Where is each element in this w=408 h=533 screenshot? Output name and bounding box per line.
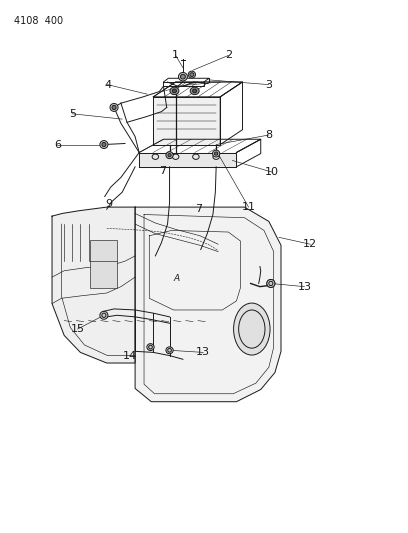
Ellipse shape xyxy=(180,74,185,79)
Text: 12: 12 xyxy=(303,239,317,249)
Bar xyxy=(90,240,117,288)
Ellipse shape xyxy=(166,152,173,159)
Ellipse shape xyxy=(267,279,275,287)
Ellipse shape xyxy=(188,71,195,78)
Ellipse shape xyxy=(234,303,270,355)
Text: 9: 9 xyxy=(105,199,112,209)
Text: 1: 1 xyxy=(172,51,179,60)
Ellipse shape xyxy=(112,106,116,110)
Polygon shape xyxy=(135,207,281,402)
Ellipse shape xyxy=(267,279,275,287)
Text: 2: 2 xyxy=(225,51,232,60)
Text: 7: 7 xyxy=(195,204,203,214)
Ellipse shape xyxy=(178,72,187,81)
Ellipse shape xyxy=(168,154,171,157)
Ellipse shape xyxy=(190,87,199,94)
Ellipse shape xyxy=(102,142,106,147)
Ellipse shape xyxy=(213,150,220,157)
Ellipse shape xyxy=(193,89,197,93)
Text: 8: 8 xyxy=(265,130,273,140)
Text: 3: 3 xyxy=(265,79,272,90)
Text: 4108  400: 4108 400 xyxy=(13,16,63,26)
Text: 5: 5 xyxy=(69,109,76,119)
Ellipse shape xyxy=(100,141,108,149)
Ellipse shape xyxy=(173,89,176,93)
Polygon shape xyxy=(52,207,135,363)
Text: A: A xyxy=(173,273,180,282)
Text: 6: 6 xyxy=(54,140,61,150)
Text: 15: 15 xyxy=(71,324,84,334)
Ellipse shape xyxy=(166,347,173,354)
Text: 13: 13 xyxy=(196,348,210,358)
Ellipse shape xyxy=(170,87,179,94)
Ellipse shape xyxy=(147,344,154,351)
Text: 13: 13 xyxy=(297,281,311,292)
Text: 7: 7 xyxy=(159,166,166,176)
Ellipse shape xyxy=(100,311,108,319)
Text: 4: 4 xyxy=(104,79,111,90)
Ellipse shape xyxy=(110,103,118,111)
Text: 14: 14 xyxy=(123,351,137,361)
Ellipse shape xyxy=(215,152,218,155)
Polygon shape xyxy=(153,97,220,144)
Text: 11: 11 xyxy=(242,202,255,212)
Text: 10: 10 xyxy=(265,167,279,177)
Polygon shape xyxy=(139,152,236,167)
Ellipse shape xyxy=(190,72,194,76)
